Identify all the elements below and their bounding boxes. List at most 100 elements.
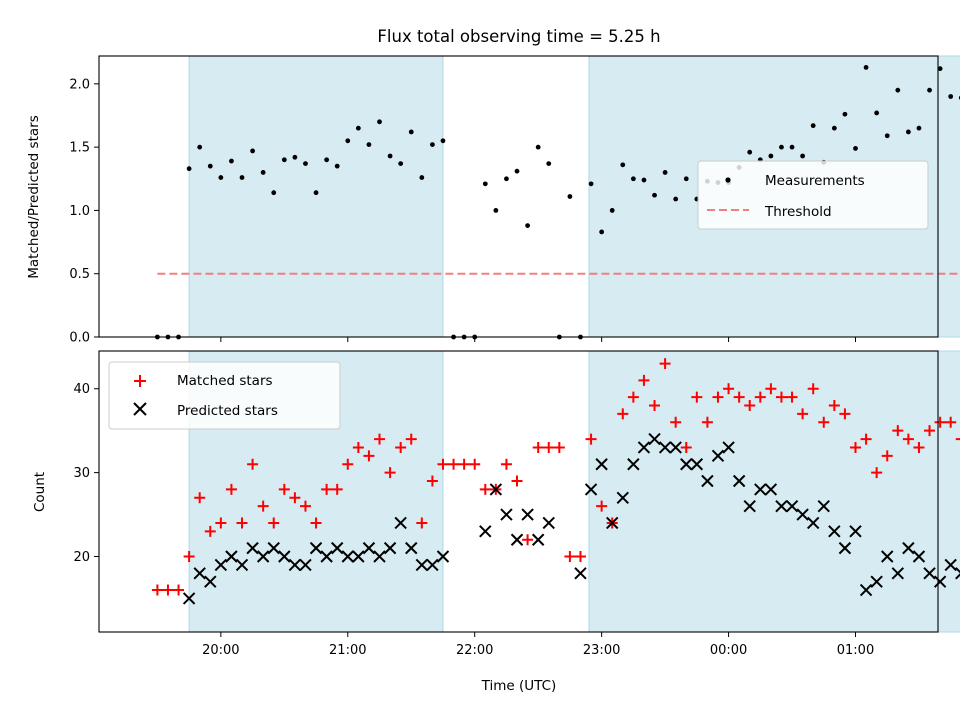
predicted-star-point	[923, 567, 936, 580]
matched-star-point	[384, 467, 396, 479]
predicted-star-point	[299, 558, 312, 572]
matched-star-point	[225, 483, 237, 495]
measurement-point	[525, 223, 530, 229]
measurement-point	[800, 153, 806, 159]
measurement-point	[905, 129, 911, 135]
measurement-point	[207, 163, 213, 169]
matched-star-point	[342, 458, 354, 470]
matched-star-point	[257, 500, 269, 512]
measurement-point	[355, 125, 361, 131]
x-tick-label: 20:00	[202, 643, 239, 658]
measurement-point	[504, 176, 509, 182]
matched-star-point	[585, 433, 597, 445]
measurement-point	[683, 176, 689, 182]
measurement-point	[271, 190, 277, 196]
predicted-star-point	[912, 550, 926, 563]
predicted-star-point	[902, 541, 915, 555]
matched-star-point	[183, 551, 195, 563]
top-legend: Measurements Threshold	[697, 160, 929, 230]
measurement-point	[789, 144, 795, 150]
measurement-point	[377, 119, 382, 125]
matched-star-point	[881, 450, 893, 462]
matched-star-point	[522, 534, 534, 546]
predicted-star-point	[267, 541, 280, 555]
measurement-point	[620, 162, 626, 168]
matched-star-point	[374, 433, 386, 445]
measurement-point	[303, 161, 308, 166]
legend-threshold-label: Threshold	[764, 204, 832, 220]
matched-star-point	[426, 475, 438, 487]
predicted-star-point	[584, 483, 598, 496]
matched-star-point	[754, 391, 766, 403]
predicted-star-point	[669, 441, 682, 454]
measurement-point	[366, 142, 372, 148]
predicted-star-point	[637, 441, 651, 454]
matched-star-point	[849, 441, 861, 453]
predicted-star-point	[510, 533, 524, 546]
predicted-star-point	[193, 567, 206, 580]
matched-star-point	[924, 425, 936, 437]
matched-star-point	[469, 458, 481, 470]
predicted-star-point	[690, 458, 704, 471]
predicted-star-point	[436, 550, 450, 563]
predicted-star-point	[383, 541, 397, 555]
legend-predicted-marker	[133, 402, 147, 416]
predicted-star-point	[859, 583, 873, 597]
matched-star-point	[395, 441, 407, 453]
matched-star-point	[765, 383, 777, 395]
matched-star-point	[871, 467, 883, 479]
predicted-star-point	[764, 483, 778, 496]
predicted-star-point	[235, 558, 249, 572]
predicted-star-point	[352, 550, 365, 563]
matched-star-point	[818, 416, 830, 428]
predicted-star-point	[891, 567, 905, 580]
predicted-star-point	[521, 508, 534, 521]
measurement-point	[408, 129, 414, 135]
matched-star-point	[564, 551, 576, 563]
measurement-point	[398, 161, 404, 166]
predicted-star-point	[658, 441, 672, 454]
matched-star-point	[691, 391, 703, 403]
matched-star-point	[173, 584, 185, 596]
measurement-point	[609, 208, 615, 213]
matched-star-point	[321, 483, 333, 495]
predicted-star-point	[680, 458, 693, 471]
y-tick-label: 1.0	[69, 204, 90, 219]
measurement-point	[197, 144, 203, 150]
legend-matched-label: Matched stars	[177, 373, 273, 389]
matched-star-point	[500, 458, 512, 470]
measurement-point	[831, 125, 837, 131]
matched-star-point	[299, 500, 311, 512]
measurement-point	[419, 175, 425, 180]
matched-star-point	[405, 433, 417, 445]
predicted-star-point	[701, 474, 714, 488]
matched-star-point	[807, 383, 819, 395]
measurement-point	[768, 153, 774, 159]
predicted-star-point	[500, 508, 513, 521]
measurement-point	[588, 181, 594, 187]
predicted-star-point	[415, 558, 429, 572]
measurement-point	[948, 94, 954, 99]
predicted-star-point	[225, 550, 238, 563]
matched-star-point	[363, 450, 375, 462]
legend-measurements-marker	[725, 177, 731, 183]
x-tick-label: 23:00	[583, 643, 620, 658]
measurement-point	[842, 111, 848, 117]
bottom-legend: Matched stars Predicted stars	[108, 361, 341, 430]
matched-star-point	[215, 517, 227, 529]
predicted-star-point	[616, 491, 630, 504]
measurement-point	[387, 153, 393, 159]
predicted-star-point	[785, 499, 799, 513]
matched-star-point	[247, 458, 259, 470]
measurement-point	[810, 123, 816, 129]
measurement-point	[229, 158, 234, 164]
matched-star-point	[151, 584, 163, 596]
matched-star-point	[416, 517, 428, 529]
matched-star-point	[797, 408, 809, 420]
bottom-y-axis-label: Count	[32, 472, 48, 512]
measurement-point	[884, 133, 890, 139]
matched-star-point	[659, 358, 671, 370]
predicted-star-point	[955, 567, 960, 580]
measurement-point	[313, 190, 319, 196]
measurement-point	[281, 157, 287, 163]
